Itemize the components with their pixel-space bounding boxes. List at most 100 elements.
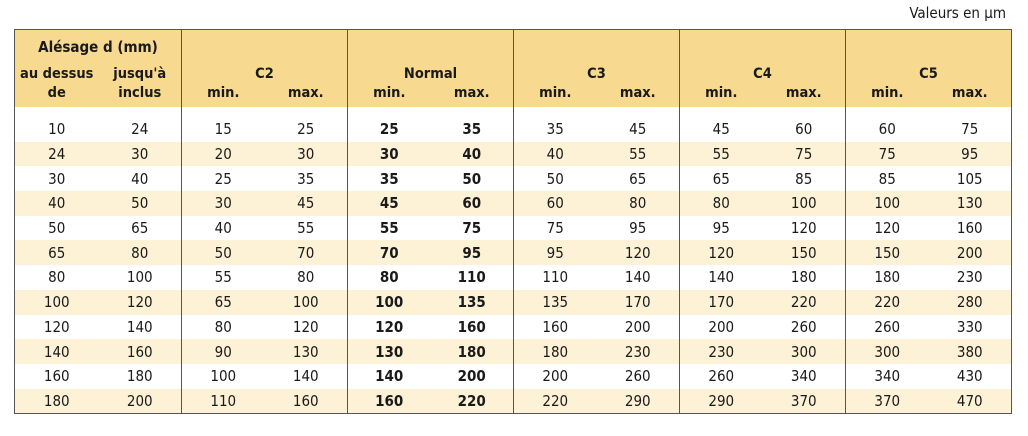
table-cell: 200	[596, 314, 680, 340]
table-cell: 200	[98, 388, 182, 414]
from-label-2: de	[14, 85, 99, 107]
min-label: min.	[513, 85, 597, 107]
table-cell: 140	[264, 363, 348, 389]
table-cell: 40	[98, 166, 182, 192]
table-cell: 220	[845, 289, 929, 315]
table-cell: 60	[762, 117, 846, 142]
table-cell: 120	[98, 289, 182, 315]
table-cell: 370	[845, 388, 929, 414]
table-cell: 100	[14, 289, 99, 315]
table-cell: 80	[596, 191, 680, 216]
min-label: min.	[679, 85, 763, 107]
table-cell: 110	[513, 265, 597, 290]
table-cell: 95	[679, 215, 763, 241]
table-cell: 260	[762, 314, 846, 340]
table-cell: 50	[513, 166, 597, 192]
table-cell: 40	[513, 141, 597, 167]
table-cell: 120	[679, 240, 763, 266]
table-row: 40 50 30 45 45 60 60 80 80 100 100 130	[14, 191, 1012, 216]
table-cell: 160	[928, 215, 1012, 241]
table-row: 120 140 80 120 120 160 160 200 200 260 260 330	[14, 314, 1012, 340]
table-cell: 180	[513, 339, 597, 364]
table-row: 10 24 15 25 25 35 35 45 45 60 60 75	[14, 117, 1012, 142]
table-row: 140 160 90 130 130 180 180 230 230 300 300 380	[14, 339, 1012, 364]
bore-title: Alésage d (mm)	[14, 29, 182, 63]
table-cell: 120	[762, 215, 846, 241]
table-cell: 75	[430, 215, 514, 241]
table-cell: 180	[14, 388, 99, 414]
table-cell: 180	[430, 339, 514, 364]
max-label: max.	[928, 85, 1012, 107]
table-cell: 180	[762, 265, 846, 290]
table-cell: 95	[596, 215, 680, 241]
table-cell: 100	[98, 265, 182, 290]
table-cell: 35	[347, 166, 431, 192]
table-cell: 135	[513, 289, 597, 315]
table-cell: 80	[14, 265, 99, 290]
table-cell: 160	[347, 388, 431, 414]
table-cell: 80	[264, 265, 348, 290]
table-cell: 55	[596, 141, 680, 167]
table-cell: 340	[845, 363, 929, 389]
table-cell: 290	[679, 388, 763, 414]
table-cell: 35	[513, 117, 597, 142]
table-row: 180 200 110 160 160 220 220 290 290 370 370 470	[14, 388, 1012, 414]
table-cell: 150	[762, 240, 846, 266]
table-cell: 100	[181, 363, 265, 389]
table-cell: 30	[347, 141, 431, 167]
table-cell: 100	[762, 191, 846, 216]
table-cell: 230	[679, 339, 763, 364]
table-cell: 65	[181, 289, 265, 315]
table-cell: 110	[181, 388, 265, 414]
table-cell: 200	[513, 363, 597, 389]
table-cell: 340	[762, 363, 846, 389]
table-cell: 50	[98, 191, 182, 216]
table-cell: 50	[181, 240, 265, 266]
table-cell: 85	[845, 166, 929, 192]
table-cell: 40	[430, 141, 514, 167]
max-label: max.	[596, 85, 680, 107]
table-cell: 135	[430, 289, 514, 315]
table-row: 100 120 65 100 100 135 135 170 170 220 220 280	[14, 289, 1012, 315]
group-c2: C2	[181, 63, 348, 85]
table-cell: 160	[430, 314, 514, 340]
table-cell: 75	[845, 141, 929, 167]
table-cell: 200	[430, 363, 514, 389]
table-cell: 140	[98, 314, 182, 340]
table-cell: 470	[928, 388, 1012, 414]
group-normal: Normal	[347, 63, 514, 85]
table-cell: 25	[264, 117, 348, 142]
table-cell: 85	[762, 166, 846, 192]
table-cell: 60	[845, 117, 929, 142]
table-cell: 130	[928, 191, 1012, 216]
table-cell: 65	[14, 240, 99, 266]
table-cell: 45	[679, 117, 763, 142]
table-row: 80 100 55 80 80 110 110 140 140 180 180 230	[14, 265, 1012, 290]
clearance-table: Alésage d (mm) au dessus jusqu'à C2 Norm…	[14, 29, 1012, 415]
table-cell: 140	[679, 265, 763, 290]
table-cell: 60	[513, 191, 597, 216]
from-label: au dessus	[14, 63, 99, 85]
table-cell: 200	[928, 240, 1012, 266]
table-row: 160 180 100 140 140 200 200 260 260 340 340 430	[14, 363, 1012, 389]
table-cell: 45	[264, 191, 348, 216]
table-cell: 90	[181, 339, 265, 364]
table-cell: 180	[845, 265, 929, 290]
table-row: 30 40 25 35 35 50 50 65 65 85 85 105	[14, 166, 1012, 192]
table-cell: 260	[679, 363, 763, 389]
table-cell: 65	[596, 166, 680, 192]
table-cell: 200	[679, 314, 763, 340]
table-cell: 30	[98, 141, 182, 167]
group-c4: C4	[679, 63, 846, 85]
table-cell: 170	[679, 289, 763, 315]
to-label-2: inclus	[98, 85, 182, 107]
table-cell: 105	[928, 166, 1012, 192]
table-cell: 130	[264, 339, 348, 364]
table-cell: 95	[430, 240, 514, 266]
table-cell: 230	[928, 265, 1012, 290]
group-c5: C5	[845, 63, 1012, 85]
table-cell: 120	[264, 314, 348, 340]
table-cell: 30	[264, 141, 348, 167]
table-cell: 30	[181, 191, 265, 216]
table-cell: 25	[347, 117, 431, 142]
